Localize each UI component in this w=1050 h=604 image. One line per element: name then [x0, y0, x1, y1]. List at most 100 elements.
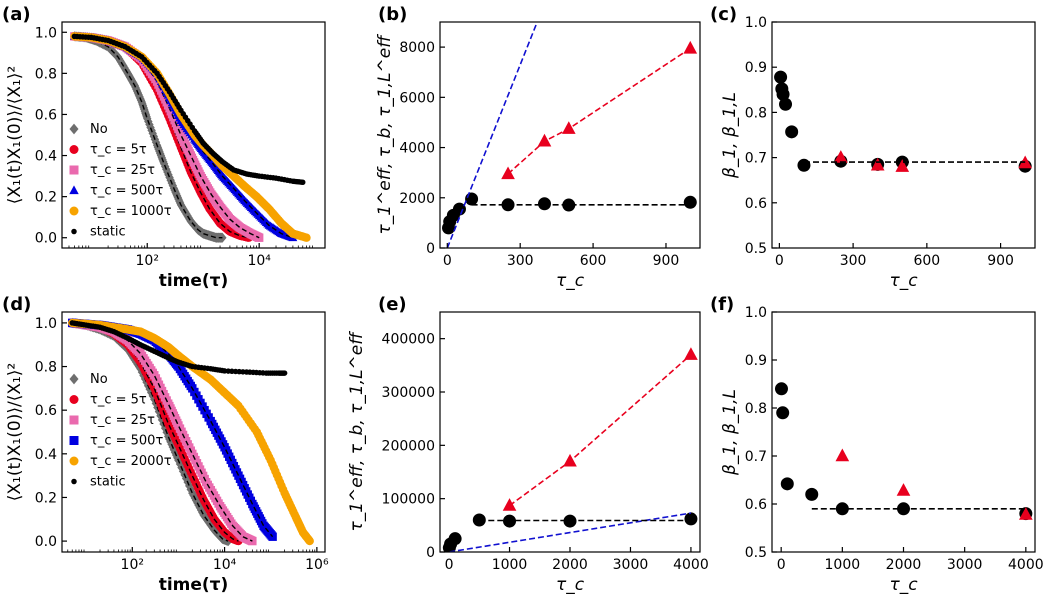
- y-tick-label: 0.0: [35, 231, 57, 247]
- y-tick-label: 1.0: [35, 25, 57, 41]
- x-tick-label: 10⁴: [247, 253, 271, 269]
- x-tick-label: 4000: [673, 557, 709, 573]
- legend-marker: [69, 123, 79, 135]
- series-5-fit-line: [74, 35, 303, 183]
- legend-label: τ_c = 500τ: [90, 434, 163, 449]
- legend-marker: [69, 206, 79, 216]
- series-1-line: [509, 354, 692, 507]
- series-1-point: [537, 133, 552, 147]
- series-1-point: [833, 150, 848, 163]
- data-layer: [68, 317, 314, 547]
- series-1-point: [896, 483, 911, 496]
- legend-label: τ_c = 25τ: [90, 413, 155, 428]
- y-tick-label: 0: [426, 241, 435, 257]
- x-axis-label: τ_c: [889, 575, 918, 595]
- series-1-point: [561, 121, 576, 134]
- legend-marker: [69, 456, 79, 466]
- x-axis-label: time(τ): [159, 575, 229, 595]
- x-tick-label: 10²: [121, 557, 144, 573]
- series-1-line: [507, 47, 691, 175]
- y-tick-label: 100000: [382, 492, 435, 508]
- x-tick-label: 4000: [1008, 557, 1044, 573]
- x-tick-label: 10⁶: [305, 557, 329, 573]
- x-tick-label: 600: [913, 253, 940, 269]
- y-tick-label: 400000: [382, 332, 435, 348]
- panel-b: (b) 0 300 600 900 0 2000 4000 6000 8000 τ_c τ_1^eff…: [375, 4, 701, 291]
- axes-frame: [61, 21, 326, 249]
- x-tick-label: 900: [987, 253, 1014, 269]
- y-tick-label: 0.6: [35, 107, 57, 123]
- series-0-point: [537, 197, 551, 211]
- series-2-line: [446, 22, 538, 248]
- series-0-point: [175, 458, 185, 470]
- series-0-point: [157, 414, 167, 425]
- legend-marker: [69, 185, 79, 195]
- legend-marker: [71, 478, 77, 485]
- series-1-point: [870, 157, 885, 171]
- x-tick-label: 10²: [136, 253, 159, 269]
- series-3-point: [268, 532, 277, 541]
- y-tick-label: 0.0: [35, 534, 57, 550]
- series-0-point: [178, 466, 188, 477]
- x-tick-label: 0: [775, 253, 784, 269]
- series-0-point: [776, 87, 790, 101]
- axes-frame: [771, 21, 1036, 249]
- y-tick-label: 0.2: [35, 190, 57, 206]
- x-axis-label: τ_c: [556, 575, 585, 595]
- y-axis-label: β_1, β_1,L: [720, 92, 740, 179]
- x-tick-label: 600: [580, 253, 607, 269]
- series-1-point: [683, 40, 698, 54]
- series-0-point: [448, 532, 462, 546]
- x-tick-label: 1000: [825, 557, 861, 573]
- y-tick-label: 0: [426, 545, 435, 561]
- series-0-point: [805, 487, 819, 501]
- x-axis-label: τ_c: [556, 271, 585, 291]
- y-tick-label: 0.4: [35, 447, 57, 463]
- series-0-point: [797, 158, 811, 172]
- y-tick-label: 0.4: [35, 149, 57, 165]
- x-tick-label: 10⁴: [213, 557, 237, 573]
- y-tick-label: 0.6: [745, 196, 767, 212]
- series-1-point: [563, 453, 577, 467]
- y-tick-label: 0.9: [745, 60, 767, 76]
- y-tick-label: 0.7: [745, 151, 767, 167]
- data-layer: [774, 382, 1033, 521]
- legend-label: static: [90, 225, 126, 240]
- series-1-point: [502, 498, 517, 511]
- panel-label: (e): [378, 294, 407, 315]
- series-4-point: [302, 233, 311, 242]
- y-tick-label: 0.5: [745, 241, 767, 257]
- legend-label: τ_c = 5τ: [90, 393, 147, 408]
- series-0-point: [785, 125, 799, 139]
- series-0-fit-line: [72, 322, 229, 542]
- series-5-fit-line: [72, 322, 285, 374]
- series-1-point: [1019, 507, 1033, 520]
- axes-frame: [439, 21, 701, 249]
- y-tick-label: 0.6: [745, 497, 767, 513]
- series-0-point: [465, 192, 479, 206]
- series-2-line: [448, 512, 692, 552]
- x-tick-label: 1000: [492, 557, 528, 573]
- series-0-fit-line: [74, 35, 223, 239]
- y-tick-label: 0.8: [745, 105, 767, 121]
- x-tick-label: 300: [840, 253, 867, 269]
- x-tick-label: 3000: [947, 557, 983, 573]
- y-tick-label: 2000: [399, 191, 435, 207]
- panel-label: (c): [710, 4, 737, 25]
- series-0-point: [780, 477, 794, 491]
- series-0-point: [774, 70, 788, 84]
- series-0-point: [776, 406, 790, 420]
- series-0-point: [160, 423, 170, 434]
- data-layer: [442, 347, 698, 552]
- legend-marker: [69, 395, 79, 404]
- data-layer: [70, 31, 311, 243]
- series-0-point: [774, 382, 788, 396]
- y-tick-label: 1.0: [35, 316, 57, 332]
- series-4-point: [305, 536, 314, 546]
- legend-label: τ_c = 1000τ: [90, 204, 172, 219]
- series-5-point: [299, 179, 306, 186]
- y-tick-label: 0.6: [35, 403, 57, 419]
- legend-marker: [69, 145, 79, 154]
